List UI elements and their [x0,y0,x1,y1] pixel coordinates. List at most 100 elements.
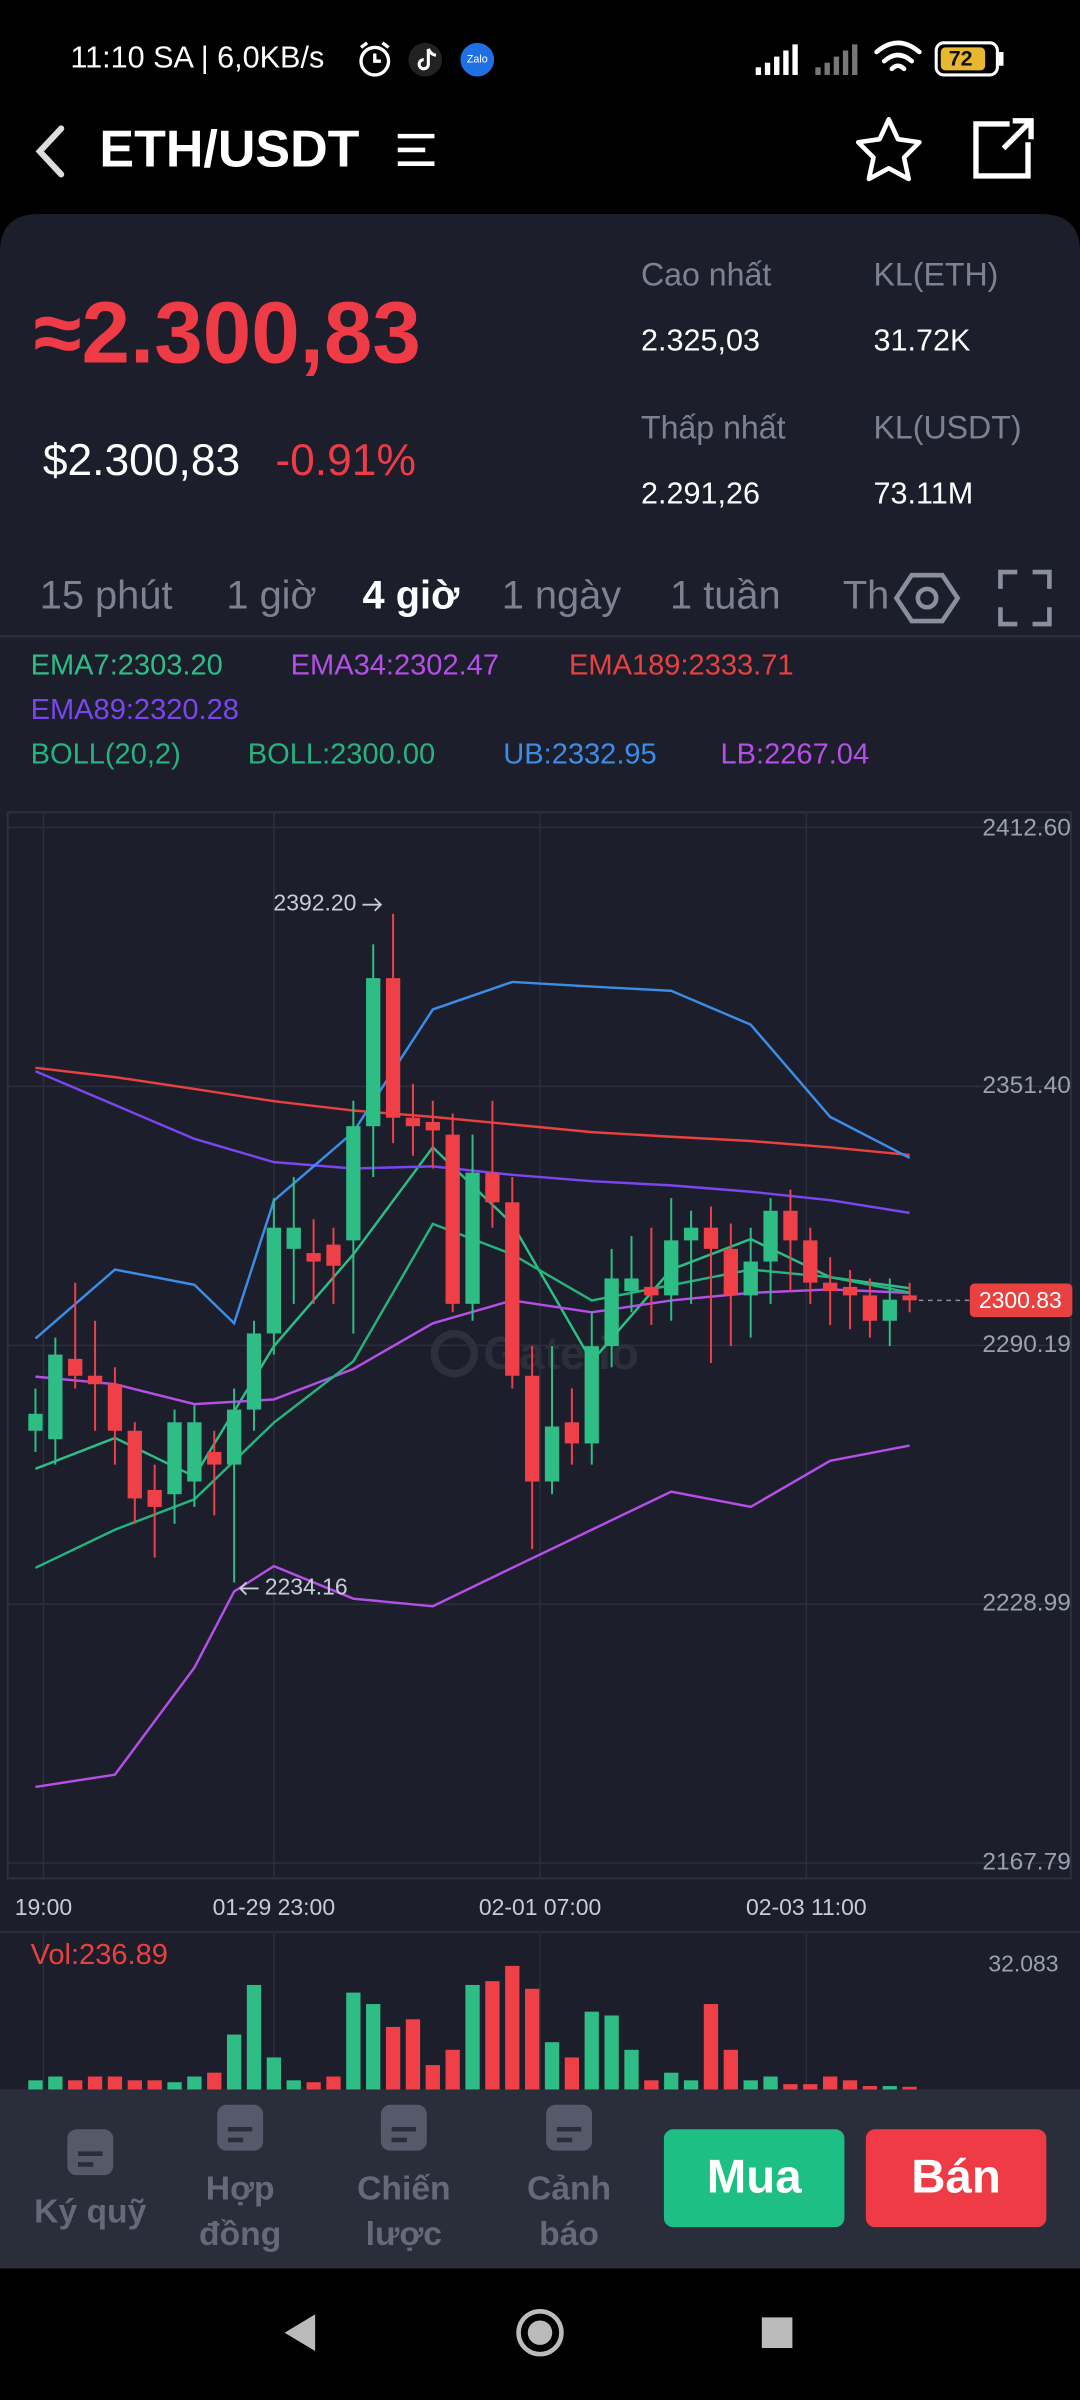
timeframe-tab[interactable]: 1 giờ [226,574,316,618]
volume-bar [723,2049,738,2090]
volume-bar [266,2057,282,2090]
back-button[interactable] [35,125,65,178]
candle-body [604,1278,619,1347]
signal-1 [755,44,798,75]
volume-bar [445,2049,460,2090]
volume-bar [525,1988,540,2090]
candle-body [803,1240,818,1283]
battery-level [940,47,986,71]
volume-bar [485,1981,500,2090]
candle-body [207,1451,222,1465]
x-tick-label: 19:00 [15,1894,72,1920]
candle-body [246,1333,262,1410]
timeframe-tab[interactable]: Th [843,574,889,618]
indicator-line [35,1444,910,1789]
candle-body [147,1489,162,1507]
stat-value: 73.11M [873,477,973,511]
candle-body [445,1134,460,1304]
volume-bar [207,2072,222,2090]
volume-bar [902,2086,917,2090]
legend-entry: BOLL:2300.00 [248,738,435,770]
x-tick-label: 01-29 23:00 [213,1894,335,1920]
high-arrow [362,897,383,912]
legend-entry: LB:2267.04 [721,738,870,770]
y-tick-label: 2167.79 [982,1849,1070,1876]
toolbar-item[interactable]: Cảnh báo [527,2104,611,2253]
stat-value: 31.72K [873,324,971,358]
timeframe-tab[interactable]: 1 ngày [502,574,622,618]
toolbar-item[interactable]: Ký quỹ [34,2129,147,2230]
volume-bar [226,2034,242,2090]
candle-body [326,1244,341,1266]
high-label: 2392.20 [273,890,356,916]
legend-entry: EMA89:2320.28 [31,694,239,726]
volume-bar [48,2076,63,2090]
volume-bar [87,2076,103,2090]
candle-body [187,1422,202,1482]
timeframe-tab[interactable]: 1 tuần [670,574,781,618]
sell-button[interactable] [865,2129,1047,2228]
candle-body [425,1121,440,1131]
volume-bar [763,2076,778,2090]
last-price-tag [969,1283,1073,1318]
favorite-button[interactable] [855,117,922,182]
volume-bar [604,2015,619,2090]
watermark-logo [430,1330,479,1378]
volume-bar [465,1984,480,2090]
volume-bar [346,1992,361,2090]
candle-body [286,1227,301,1249]
volume-bar [664,2072,679,2090]
timeframe-tab[interactable]: 4 giờ [363,574,461,618]
volume-bar [147,2080,162,2090]
usd-price: $2.300,83 [43,436,240,485]
candle-body [584,1346,599,1444]
candle-body [783,1210,798,1241]
nav-home[interactable] [516,2308,564,2357]
stat-label: Thấp nhất [641,409,786,445]
nav-back[interactable] [284,2314,316,2352]
tiktok-glyph [417,48,437,71]
volume-bar [246,1984,262,2090]
buy-button[interactable] [663,2129,845,2228]
status-time: 11:10 SA | 6,0KB/s [70,41,324,75]
indicator-button[interactable] [893,572,961,624]
toolbar-icon-glyph [78,2151,103,2167]
battery-frame [934,41,999,77]
candle-body [763,1210,778,1262]
candle-body [882,1299,897,1321]
volume-bar [326,2076,341,2090]
fullscreen-button[interactable] [998,569,1052,627]
volume-bar [823,2076,838,2090]
volume-bar [644,2080,659,2090]
volume-bar [68,2080,83,2090]
legend-boll-params: BOLL(20,2) [31,738,181,770]
y-tick-label: 2290.19 [982,1331,1070,1358]
candle-body [723,1248,738,1296]
candle-body [465,1172,480,1304]
pair-title: ETH/USDT [99,121,359,179]
toolbar-item[interactable]: Chiến lược [357,2104,451,2253]
volume-bar [624,2049,639,2090]
legend-entry: EMA189:2333.71 [569,650,793,682]
pair-menu[interactable] [397,133,435,166]
volume-bar [584,2011,599,2090]
candle-body [644,1286,659,1296]
nav-recent[interactable] [761,2317,793,2348]
candle-body [226,1409,242,1465]
indicator-line [35,1066,910,1157]
toolbar-label: Chiến [357,2170,450,2207]
toolbar-label: Hợp [206,2170,275,2207]
volume-bar [743,2080,758,2090]
toolbar-item[interactable]: Hợp đồng [199,2104,281,2253]
share-button[interactable] [973,118,1034,179]
candle-body [564,1422,580,1444]
candle-body [346,1126,361,1241]
nav-home-dot [527,2320,553,2345]
alarm-icon [359,41,391,77]
legend-entry: EMA34:2302.47 [291,650,499,682]
timeframe-tab[interactable]: 15 phút [40,574,173,618]
volume-bar [505,1965,520,2090]
candle-body [505,1202,520,1376]
stat-value: 2.291,26 [641,477,760,511]
